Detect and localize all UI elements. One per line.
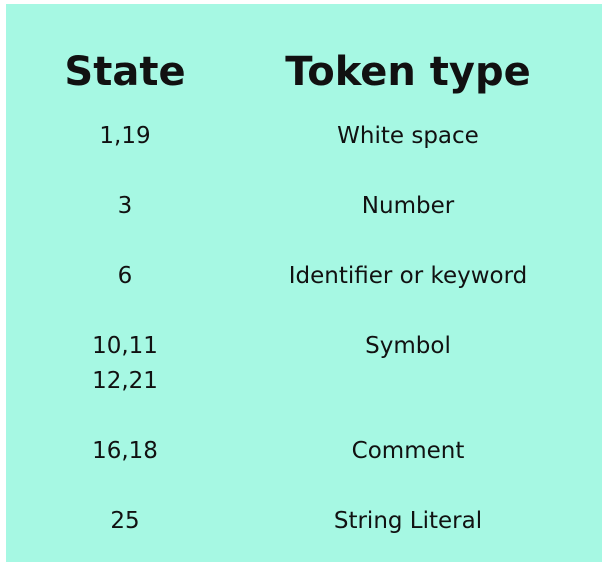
token-type-cell-white-space: White space — [337, 123, 479, 149]
state-cell-identifier: 6 — [117, 263, 133, 289]
header-token-type: Token type — [285, 49, 531, 95]
token-type-cell-comment: Comment — [351, 438, 465, 464]
state-cell-symbol-line-1: 10,11 — [92, 333, 158, 359]
state-cell-white-space: 1,19 — [99, 123, 151, 149]
token-type-cell-string-literal: String Literal — [333, 508, 483, 534]
state-cell-symbol-line-2: 12,21 — [92, 368, 158, 394]
token-type-cell-identifier: Identifier or keyword — [288, 263, 528, 289]
state-cell-comment: 16,18 — [92, 438, 158, 464]
state-cell-number: 3 — [117, 193, 133, 219]
state-cell-string-literal: 25 — [110, 508, 140, 534]
token-type-cell-number: Number — [361, 193, 455, 219]
header-state: State — [64, 49, 186, 95]
token-table: State Token type 1,19 White space 3 Numb… — [6, 4, 602, 562]
token-type-cell-symbol: Symbol — [365, 333, 451, 359]
